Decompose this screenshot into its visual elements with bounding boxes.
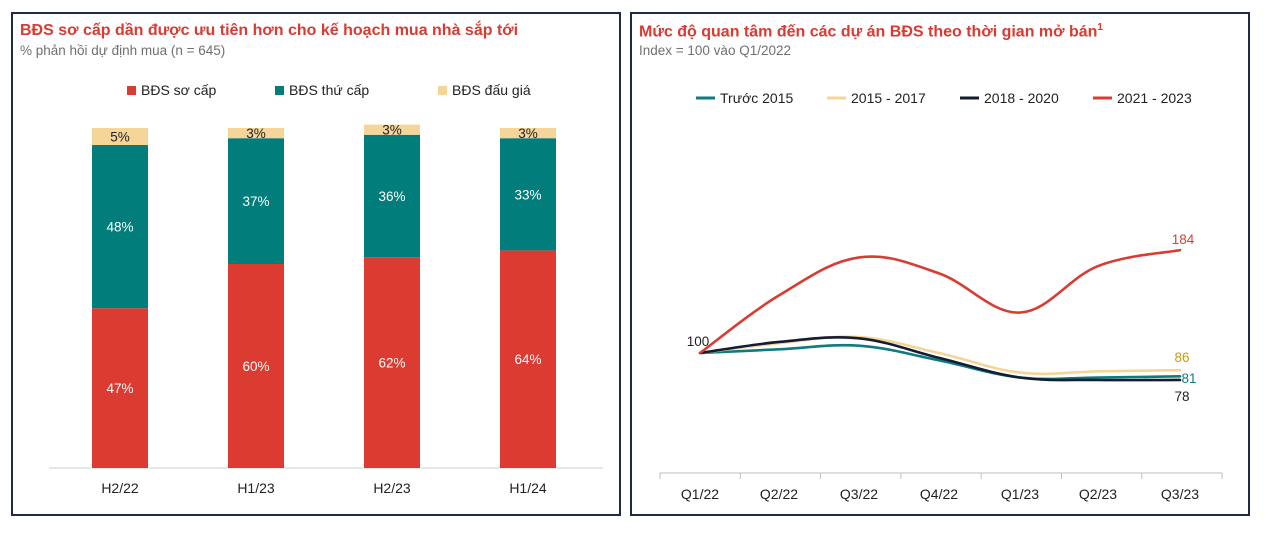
bar-segment [500, 128, 556, 139]
data-label: 33% [514, 187, 541, 202]
stacked-bar-chart: BĐS sơ cấp BĐS thứ cấp BĐS đấu giá 47% 48% 5%… [49, 82, 603, 496]
data-label: 36% [378, 189, 405, 204]
chart-title-footnote: 1 [1097, 22, 1103, 33]
bar-segment [500, 250, 556, 468]
x-tick-label: H1/24 [509, 480, 547, 496]
x-tick-label: Q4/22 [920, 486, 958, 502]
x-tick-label: Q2/23 [1079, 486, 1117, 502]
bar-segment [364, 257, 420, 468]
data-label: 3% [246, 126, 266, 141]
bar-segment [228, 128, 284, 139]
data-label: 47% [106, 381, 133, 396]
chart-title-text: Mức độ quan tâm đến các dự án BĐS theo t… [639, 23, 1098, 41]
bar-segment [92, 308, 148, 468]
data-label: 64% [514, 352, 541, 367]
bar-segment [92, 145, 148, 309]
data-label: 62% [378, 356, 405, 371]
end-data-label-4: 184 [1172, 232, 1195, 247]
end-data-label-2: 86 [1174, 350, 1189, 365]
series-line-1 [698, 343, 1182, 381]
x-tick-label: H1/23 [237, 480, 275, 496]
legend-label-2: BĐS thứ cấp [289, 82, 369, 98]
legend-swatch-3 [438, 86, 447, 95]
legend-label-1: BĐS sơ cấp [141, 82, 217, 98]
bar-segment [364, 124, 420, 135]
bar-segment [228, 264, 284, 468]
x-tick-label: Q1/22 [681, 486, 719, 502]
end-data-label-3: 78 [1174, 389, 1189, 404]
bar-segment [92, 128, 148, 145]
legend-label-3: 2018 - 2020 [984, 90, 1059, 106]
legend-swatch-1 [127, 86, 136, 95]
data-label: 5% [110, 130, 130, 145]
data-label: 48% [106, 220, 133, 235]
x-tick-label: Q3/22 [840, 486, 878, 502]
end-data-label-1: 81 [1181, 371, 1196, 386]
legend-label-4: 2021 - 2023 [1117, 90, 1192, 106]
bar-segment [228, 138, 284, 264]
data-label: 3% [382, 123, 402, 138]
legend-label-2: 2015 - 2017 [851, 90, 926, 106]
x-tick-label: H2/22 [101, 480, 139, 496]
chart-subtitle: Index = 100 vào Q1/2022 [639, 43, 791, 58]
chart-title: Mức độ quan tâm đến các dự án BĐS theo t… [639, 22, 1103, 41]
x-tick-label: H2/23 [373, 480, 411, 496]
data-label: 37% [242, 194, 269, 209]
data-label: 60% [242, 359, 269, 374]
data-label: 3% [518, 126, 538, 141]
legend-label-3: BĐS đấu giá [452, 82, 531, 98]
x-tick-label: Q3/23 [1161, 486, 1199, 502]
chart-panel-project-interest: Mức độ quan tâm đến các dự án BĐS theo t… [630, 12, 1250, 516]
chart-subtitle: % phản hồi dự định mua (n = 645) [20, 43, 226, 58]
series-line-3 [698, 336, 1182, 382]
bar-segment [364, 134, 420, 258]
legend-swatch-2 [275, 86, 284, 95]
x-tick-label: Q2/22 [760, 486, 798, 502]
series-line-4 [698, 248, 1182, 355]
chart-panel-purchase-plan: BĐS sơ cấp dần được ưu tiên hơn cho kế h… [11, 12, 621, 516]
x-tick-label: Q1/23 [1001, 486, 1039, 502]
bar-segment [500, 138, 556, 251]
chart-title: BĐS sơ cấp dần được ưu tiên hơn cho kế h… [20, 22, 519, 39]
start-data-label: 100 [687, 334, 710, 349]
legend-label-1: Trước 2015 [720, 90, 793, 106]
line-chart: Trước 2015 2015 - 2017 2018 - 2020 2021 - 2… [659, 90, 1223, 502]
